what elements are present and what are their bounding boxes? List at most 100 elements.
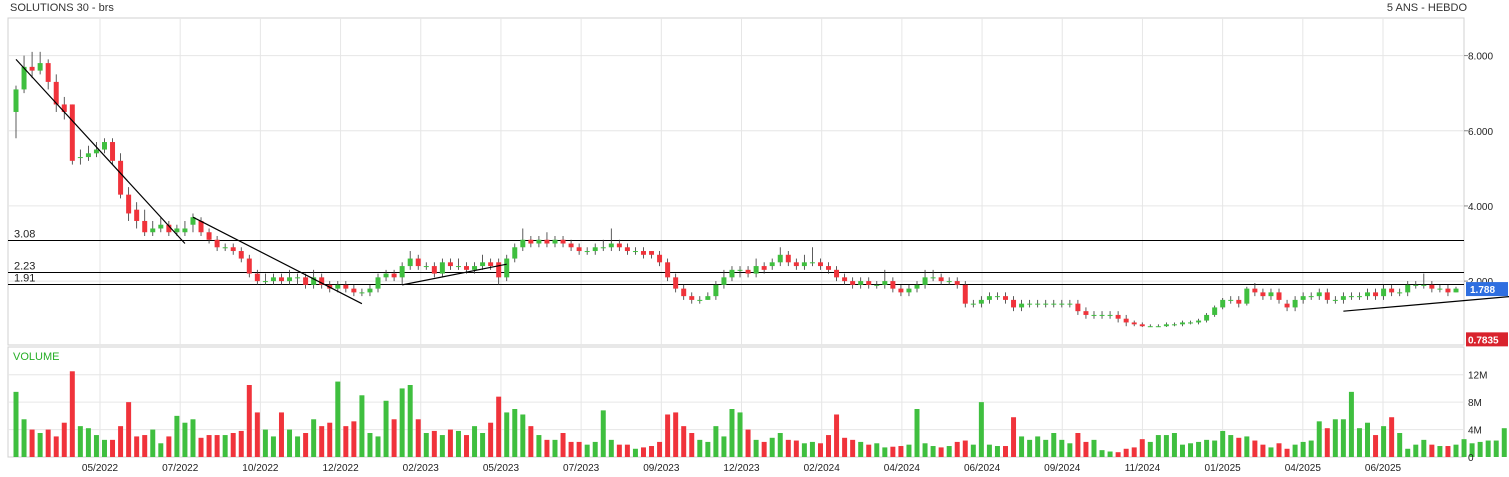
candle-body (986, 296, 992, 300)
candle-body (214, 239, 220, 248)
candle-body (45, 63, 51, 82)
volume-bar (287, 429, 293, 457)
candle-body (1397, 292, 1403, 294)
volume-bar (383, 400, 389, 457)
volume-bar (1179, 444, 1185, 457)
volume-bar (21, 419, 27, 457)
volume-bar (190, 419, 196, 457)
candle-body (1067, 303, 1073, 305)
volume-bar (391, 419, 397, 457)
candle-body (1405, 284, 1411, 293)
volume-bar (1397, 433, 1403, 457)
candle-body (882, 281, 888, 285)
candle-body (978, 299, 984, 304)
candle-body (914, 284, 920, 289)
candle-body (246, 258, 252, 274)
candle-body (238, 251, 244, 259)
volume-bar (262, 429, 268, 457)
candle-body (834, 269, 840, 278)
volume-bar (946, 446, 952, 457)
volume-bar (166, 436, 172, 457)
volume-bar (1469, 443, 1475, 457)
candle-body (1268, 292, 1274, 297)
volume-bar (552, 439, 558, 457)
candle-body (785, 254, 791, 263)
volume-bar (134, 436, 140, 457)
volume-bar (1011, 417, 1017, 457)
last-price-badge-box (1466, 282, 1508, 297)
volume-bar (126, 402, 132, 457)
volume-y-tick-label: 8M (1468, 398, 1482, 409)
candle-body (262, 281, 268, 283)
candle-body (665, 262, 671, 278)
candle-body (1107, 314, 1113, 316)
volume-bar (842, 437, 848, 457)
candle-body (1019, 303, 1025, 308)
candle-body (1212, 307, 1218, 315)
volume-bar (399, 388, 405, 457)
candle-body (343, 284, 349, 289)
volume-bar (198, 437, 204, 457)
volume-bar (1501, 428, 1507, 457)
candle-body (166, 224, 172, 233)
candle-body (134, 209, 140, 221)
volume-bar (1035, 436, 1041, 457)
volume-bar (1091, 439, 1097, 457)
volume-bar (101, 439, 107, 457)
candle-body (898, 288, 904, 293)
candle-body (713, 284, 719, 297)
candle-body (745, 269, 751, 274)
candle-body (584, 251, 590, 253)
x-tick-label: 04/2025 (1285, 463, 1322, 474)
volume-bar (85, 428, 91, 457)
candle-body (761, 266, 767, 270)
candle-body (447, 262, 453, 267)
volume-bar (1445, 446, 1451, 457)
volume-bar (584, 444, 590, 457)
candle-body (906, 288, 912, 293)
candle-body (61, 104, 67, 112)
volume-bar (914, 409, 920, 457)
period-label: 5 ANS - HEBDO (1386, 2, 1467, 14)
volume-bar (986, 444, 992, 457)
low-price-badge-label: 0.7835 (1468, 335, 1499, 346)
volume-bar (1003, 446, 1008, 457)
volume-bar (713, 426, 719, 457)
volume-bar (874, 443, 880, 457)
volume-bar (214, 435, 220, 457)
candle-body (110, 142, 116, 161)
volume-bar (61, 422, 67, 457)
volume-bar (455, 430, 461, 457)
candle-body (295, 277, 301, 279)
volume-bar (930, 446, 936, 457)
candle-body (890, 281, 896, 289)
price-badges: 1.788 0.7835 (1466, 282, 1508, 347)
candle-body (1075, 303, 1081, 312)
candle-body (632, 251, 638, 253)
candle-body (681, 288, 687, 297)
candle-body (391, 273, 397, 278)
volume-bar (1228, 435, 1234, 457)
volume-bar (1308, 440, 1314, 457)
volume-bar (1348, 391, 1354, 457)
volume-bar (1139, 439, 1145, 457)
volume-bar (335, 381, 341, 457)
x-tick-label: 05/2023 (483, 463, 520, 474)
volume-bar (1019, 436, 1025, 457)
candle-body (1453, 288, 1459, 293)
candle-body (53, 81, 59, 105)
candle-body (118, 160, 124, 195)
volume-bar (568, 441, 574, 457)
volume-bar (898, 446, 904, 457)
candle-body (1308, 296, 1314, 298)
volume-bar (649, 446, 655, 457)
candle-body (930, 277, 936, 279)
trendline (192, 216, 363, 305)
candle-body (1356, 296, 1362, 298)
x-tick-label: 04/2024 (884, 463, 921, 474)
candle-body (21, 66, 27, 90)
volume-bar (295, 436, 301, 457)
x-tick-label: 10/2022 (242, 463, 279, 474)
candle-body (649, 251, 655, 255)
candle-body (1324, 292, 1330, 300)
